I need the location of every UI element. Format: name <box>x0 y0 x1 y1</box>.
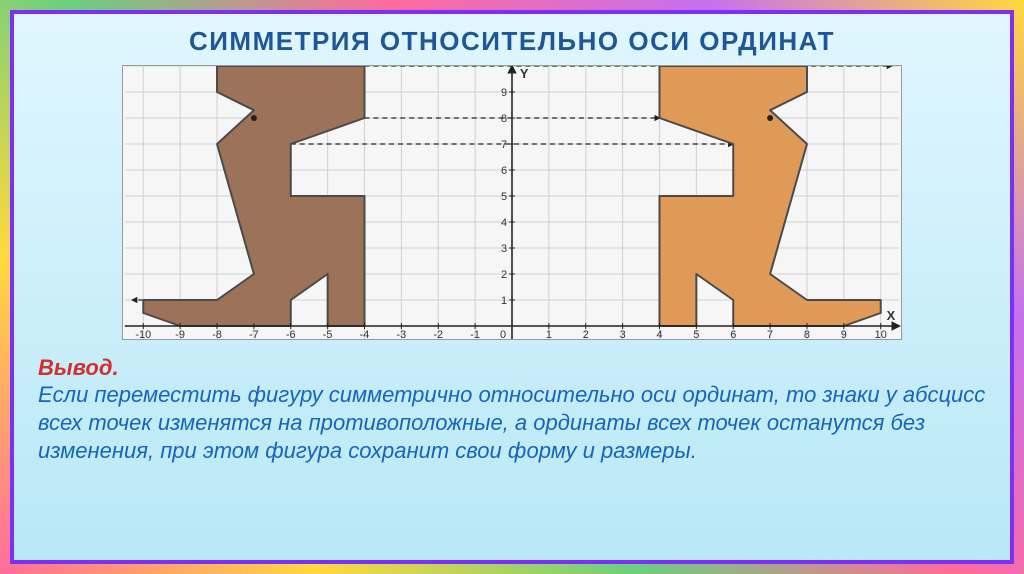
svg-text:-9: -9 <box>175 329 185 340</box>
svg-text:0: 0 <box>500 329 506 340</box>
svg-text:2: 2 <box>501 269 507 281</box>
svg-text:8: 8 <box>804 329 810 340</box>
svg-text:2: 2 <box>583 329 589 340</box>
conclusion-text: Если переместить фигуру симметрично отно… <box>38 381 986 465</box>
svg-text:-2: -2 <box>433 329 443 340</box>
svg-text:-4: -4 <box>360 329 370 340</box>
svg-text:-10: -10 <box>135 329 151 340</box>
svg-text:7: 7 <box>501 139 507 151</box>
svg-text:4: 4 <box>501 217 507 229</box>
chart-container: -10 -9 -8 -7 -6 -5 -4 -3 -2 -1 1 2 3 4 5 6 7 8 9 10 1 2 3 4 5 6 7 8… <box>38 65 986 345</box>
slide-content: СИММЕТРИЯ ОТНОСИТЕЛЬНО ОСИ ОРДИНАТ -10-9… <box>14 14 1010 560</box>
svg-text:6: 6 <box>730 329 736 340</box>
svg-text:4: 4 <box>656 329 662 340</box>
svg-text:1: 1 <box>546 329 552 340</box>
svg-text:Y: Y <box>520 66 529 81</box>
svg-text:X: X <box>887 308 896 323</box>
svg-text:-5: -5 <box>323 329 333 340</box>
svg-text:7: 7 <box>767 329 773 340</box>
svg-text:-1: -1 <box>470 329 480 340</box>
svg-text:3: 3 <box>501 243 507 255</box>
svg-text:8: 8 <box>501 113 507 125</box>
symmetry-chart: -10 -9 -8 -7 -6 -5 -4 -3 -2 -1 1 2 3 4 5 6 7 8 9 10 1 2 3 4 5 6 7 8… <box>122 65 902 340</box>
svg-text:6: 6 <box>501 165 507 177</box>
svg-text:-6: -6 <box>286 329 296 340</box>
decorative-outer-frame: СИММЕТРИЯ ОТНОСИТЕЛЬНО ОСИ ОРДИНАТ -10-9… <box>0 0 1024 574</box>
purple-frame: СИММЕТРИЯ ОТНОСИТЕЛЬНО ОСИ ОРДИНАТ -10-9… <box>10 10 1014 564</box>
svg-text:9: 9 <box>501 87 507 99</box>
conclusion-label: Вывод. <box>38 355 986 381</box>
svg-text:9: 9 <box>841 329 847 340</box>
svg-text:-7: -7 <box>249 329 259 340</box>
svg-text:-8: -8 <box>212 329 222 340</box>
svg-text:1: 1 <box>501 295 507 307</box>
svg-text:5: 5 <box>501 191 507 203</box>
svg-text:5: 5 <box>693 329 699 340</box>
svg-text:-3: -3 <box>397 329 407 340</box>
svg-text:10: 10 <box>875 329 887 340</box>
slide-title: СИММЕТРИЯ ОТНОСИТЕЛЬНО ОСИ ОРДИНАТ <box>38 26 986 57</box>
svg-text:3: 3 <box>620 329 626 340</box>
